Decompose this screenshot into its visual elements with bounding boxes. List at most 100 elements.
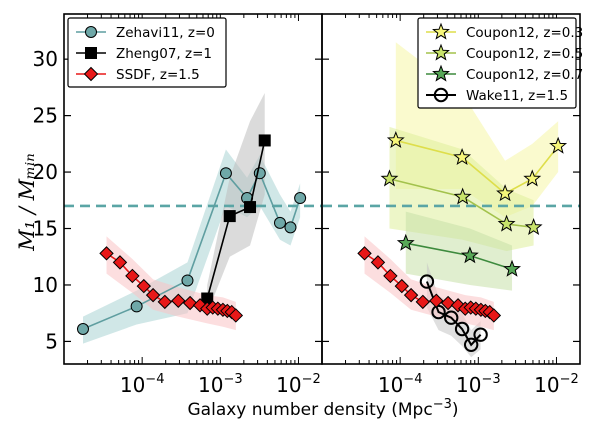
data-point-ssdf-z-1-5-2 [370, 255, 386, 270]
data-point-zheng07-z-1-3 [244, 201, 257, 214]
data-point-ssdf-z-1-5-7 [171, 293, 186, 308]
data-point-coupon12-z-0-5-4 [524, 217, 543, 235]
data-point-ssdf-z-1-5-4 [136, 278, 152, 294]
data-point-coupon12-z-0-5-1 [380, 169, 399, 187]
legend-label: SSDF, z=1.5 [116, 67, 200, 83]
data-point-wake11-z-1-5-5 [463, 337, 479, 353]
series-wake11-z-1-5 [419, 274, 488, 353]
legend-label: Coupon12, z=0.7 [466, 67, 583, 83]
data-point-zehavi11-z-0-1 [76, 323, 89, 335]
legend-label: Wake11, z=1.5 [466, 88, 568, 104]
x-tick-label-exponent: −2 [302, 372, 321, 387]
legend-marker [432, 64, 450, 82]
x-tick-label-base: 10 [120, 373, 145, 397]
y-tick-label: 15 [33, 217, 58, 241]
data-point-zehavi11-z-0-7 [273, 216, 286, 229]
data-point-ssdf-z-1-5-8 [182, 295, 198, 311]
data-point-ssdf-z-1-5-16 [486, 308, 502, 323]
x-tick-label: 10−2 [276, 372, 321, 397]
series-ssdf-z-1-5 [357, 246, 502, 323]
panel-frame [321, 13, 581, 365]
data-point-coupon12-z-0-5-3 [497, 214, 516, 232]
x-axis-label-close: ) [452, 400, 459, 420]
x-tick-label: 10−3 [456, 372, 501, 397]
legend-marker [85, 26, 97, 38]
x-tick-label: 10−3 [198, 372, 243, 397]
x-tick-label: 10−2 [534, 372, 579, 397]
data-point-zheng07-z-1-2 [223, 210, 236, 223]
data-point-coupon12-z-0-5-2 [453, 187, 472, 205]
series-coupon12-z-0-3 [386, 131, 568, 202]
legend-item-zehavi11-z-0: Zehavi11, z=0 [76, 25, 215, 41]
data-point-ssdf-z-1-5-6 [415, 294, 431, 310]
x-axis-label-exponent: −3 [433, 397, 452, 412]
data-point-ssdf-z-1-5-4 [394, 278, 410, 294]
y-tick-label: 20 [33, 160, 58, 184]
data-point-zheng07-z-1-4 [258, 134, 271, 147]
legend-marker [432, 43, 450, 61]
data-point-ssdf-z-1-5-6 [157, 294, 173, 310]
legend-item-coupon12-z-0-3: Coupon12, z=0.3 [426, 22, 583, 41]
legend-marker [432, 22, 450, 40]
x-tick-label-exponent: −3 [481, 372, 500, 387]
legend-item-coupon12-z-0-7: Coupon12, z=0.7 [426, 64, 583, 83]
y-tick-label: 5 [45, 329, 58, 353]
data-point-coupon12-z-0-3-2 [453, 147, 472, 165]
data-point-ssdf-z-1-5-5 [145, 287, 161, 303]
legend-item-wake11-z-1-5: Wake11, z=1.5 [426, 87, 568, 104]
series-zehavi11-z-0 [76, 167, 307, 335]
x-tick-label-base: 10 [276, 373, 301, 397]
data-point-wake11-z-1-5-1 [419, 274, 435, 289]
data-point-ssdf-z-1-5-7 [429, 293, 444, 308]
x-tick-label-exponent: −3 [223, 372, 242, 387]
data-point-coupon12-z-0-7-2 [460, 246, 479, 264]
data-point-zehavi11-z-0-3 [181, 274, 194, 287]
legend-label: Coupon12, z=0.5 [466, 46, 583, 62]
legend-marker [83, 66, 99, 82]
x-tick-label-exponent: −4 [145, 372, 164, 387]
data-point-ssdf-z-1-5-1 [357, 246, 372, 261]
x-tick-label-base: 10 [378, 373, 403, 397]
data-point-coupon12-z-0-7-3 [503, 259, 521, 277]
series-zheng07-z-1 [201, 134, 271, 305]
legend-right: Coupon12, z=0.3 Coupon12, z=0.5 Coupon12, … [417, 17, 583, 109]
legend-box [67, 17, 227, 88]
series-coupon12-z-0-5 [380, 169, 543, 235]
data-point-ssdf-z-1-5-3 [383, 268, 398, 284]
data-point-wake11-z-1-5-3 [444, 310, 459, 325]
x-tick-label-exponent: −2 [560, 372, 579, 387]
legend-label: Zehavi11, z=0 [116, 25, 215, 41]
legend-box [417, 17, 577, 109]
legend-marker [85, 47, 97, 59]
y-tick-label: 25 [33, 104, 58, 128]
data-point-ssdf-z-1-5-2 [112, 255, 128, 270]
legend-left: Zehavi11, z=0 Zheng07, z=1 SSDF, z=1.5 [67, 17, 227, 88]
x-tick-label-base: 10 [198, 373, 223, 397]
legend-label: Coupon12, z=0.3 [466, 25, 583, 41]
data-point-coupon12-z-0-3-4 [523, 169, 542, 187]
data-point-zehavi11-z-0-2 [130, 300, 143, 313]
data-point-coupon12-z-0-7-1 [396, 233, 415, 251]
x-tick-label: 10−4 [120, 372, 165, 397]
legend-item-coupon12-z-0-5: Coupon12, z=0.5 [426, 43, 583, 62]
data-point-zehavi11-z-0-9 [294, 192, 307, 205]
x-tick-label-base: 10 [534, 373, 559, 397]
data-point-coupon12-z-0-3-1 [386, 131, 405, 149]
y-tick-label: 30 [33, 47, 58, 71]
series-line-coupon12-z-0-5 [389, 178, 534, 229]
confidence-band-coupon12-z-0-7 [405, 211, 513, 291]
x-tick-label-exponent: −4 [403, 372, 422, 387]
data-point-zehavi11-z-0-8 [284, 221, 297, 234]
legend-marker [433, 87, 449, 103]
series-ssdf-z-1-5 [99, 246, 244, 323]
data-point-coupon12-z-0-3-5 [549, 136, 568, 154]
data-point-ssdf-z-1-5-3 [125, 268, 140, 284]
series-line-zheng07-z-1 [206, 140, 266, 299]
legend-item-zheng07-z-1: Zheng07, z=1 [76, 46, 212, 62]
data-point-coupon12-z-0-3-3 [496, 184, 515, 202]
data-point-ssdf-z-1-5-1 [99, 246, 114, 261]
